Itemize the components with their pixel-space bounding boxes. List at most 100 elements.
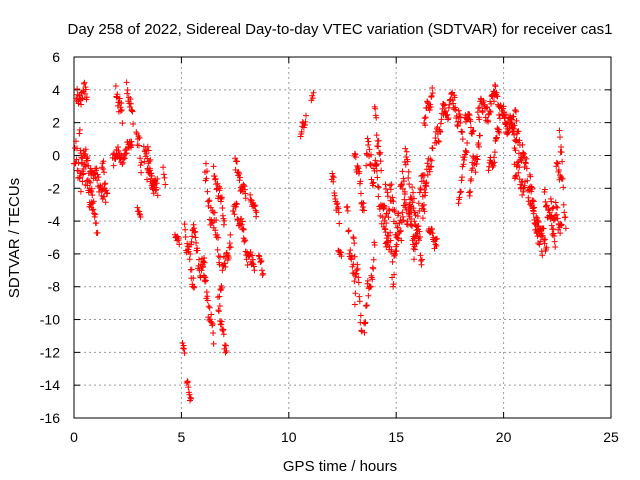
data-point: [388, 246, 395, 253]
data-point: [216, 261, 223, 268]
y-tick-label: -2: [48, 180, 61, 196]
data-point: [479, 109, 486, 116]
data-point: [78, 160, 85, 167]
data-points: [71, 79, 569, 404]
data-point: [414, 213, 421, 220]
data-point: [329, 173, 336, 180]
data-point: [399, 168, 406, 175]
data-point: [464, 140, 471, 147]
data-point: [388, 181, 395, 188]
data-point: [490, 162, 497, 169]
data-point: [79, 178, 86, 185]
y-tick-label: -10: [40, 312, 60, 328]
data-point: [372, 157, 379, 164]
data-point: [535, 218, 542, 225]
data-point: [148, 175, 155, 182]
data-point: [355, 279, 362, 286]
y-tick-label: -8: [48, 279, 61, 295]
data-point: [486, 107, 493, 114]
data-point: [215, 308, 222, 315]
y-tick-label: -12: [40, 344, 60, 360]
data-point: [453, 113, 460, 120]
data-point: [432, 134, 439, 141]
data-point: [92, 211, 99, 218]
data-point: [359, 206, 366, 213]
data-point: [102, 180, 109, 187]
data-point: [386, 243, 393, 250]
data-point: [524, 177, 531, 184]
data-point: [219, 204, 226, 211]
data-point: [529, 197, 536, 204]
data-point: [534, 233, 541, 240]
data-point: [429, 230, 436, 237]
data-point: [358, 328, 365, 335]
data-point: [215, 234, 222, 241]
data-point: [335, 205, 342, 212]
data-point: [371, 241, 378, 248]
data-point: [206, 304, 213, 311]
data-point: [511, 122, 518, 129]
data-point: [395, 210, 402, 217]
data-point: [259, 271, 266, 278]
data-point: [554, 204, 561, 211]
data-point: [418, 261, 425, 268]
data-point: [353, 270, 360, 277]
data-point: [551, 233, 558, 240]
data-point: [343, 204, 350, 211]
data-point: [236, 170, 243, 177]
data-point: [485, 118, 492, 125]
data-point: [502, 121, 509, 128]
data-point: [433, 242, 440, 249]
data-point: [416, 207, 423, 214]
data-point: [542, 236, 549, 243]
data-point: [543, 244, 550, 251]
data-point: [204, 188, 211, 195]
data-point: [162, 181, 169, 188]
data-point: [217, 254, 224, 261]
data-point: [220, 326, 227, 333]
data-point: [368, 176, 375, 183]
data-point: [182, 234, 189, 241]
data-point: [519, 191, 526, 198]
x-tick-label: 5: [178, 429, 186, 445]
data-point: [357, 190, 364, 197]
data-point: [188, 266, 195, 273]
data-point: [147, 156, 154, 163]
data-point: [331, 192, 338, 199]
data-point: [208, 311, 215, 318]
data-point: [561, 209, 568, 216]
data-point: [399, 185, 406, 192]
data-point: [390, 198, 397, 205]
data-point: [147, 167, 154, 174]
data-point: [402, 161, 409, 168]
data-point: [417, 252, 424, 259]
y-tick-label: 4: [52, 82, 60, 98]
data-point: [202, 277, 209, 284]
data-point: [190, 275, 197, 282]
data-point: [424, 160, 431, 167]
data-point: [495, 112, 502, 119]
data-point: [181, 221, 188, 228]
data-point: [429, 145, 436, 152]
data-point: [380, 205, 387, 212]
data-point: [358, 327, 365, 334]
data-point: [118, 106, 125, 113]
data-point: [188, 395, 195, 402]
data-point: [257, 258, 264, 265]
data-point: [403, 148, 410, 155]
data-point: [137, 155, 144, 162]
data-point: [176, 241, 183, 248]
data-point: [511, 131, 518, 138]
data-point: [160, 171, 167, 178]
data-point: [556, 127, 563, 134]
data-point: [428, 163, 435, 170]
data-point: [454, 121, 461, 128]
data-point: [423, 179, 430, 186]
data-point: [419, 202, 426, 209]
data-point: [73, 156, 80, 163]
data-point: [101, 169, 108, 176]
data-point: [116, 95, 123, 102]
data-point: [88, 188, 95, 195]
data-point: [512, 108, 519, 115]
data-point: [124, 86, 131, 93]
